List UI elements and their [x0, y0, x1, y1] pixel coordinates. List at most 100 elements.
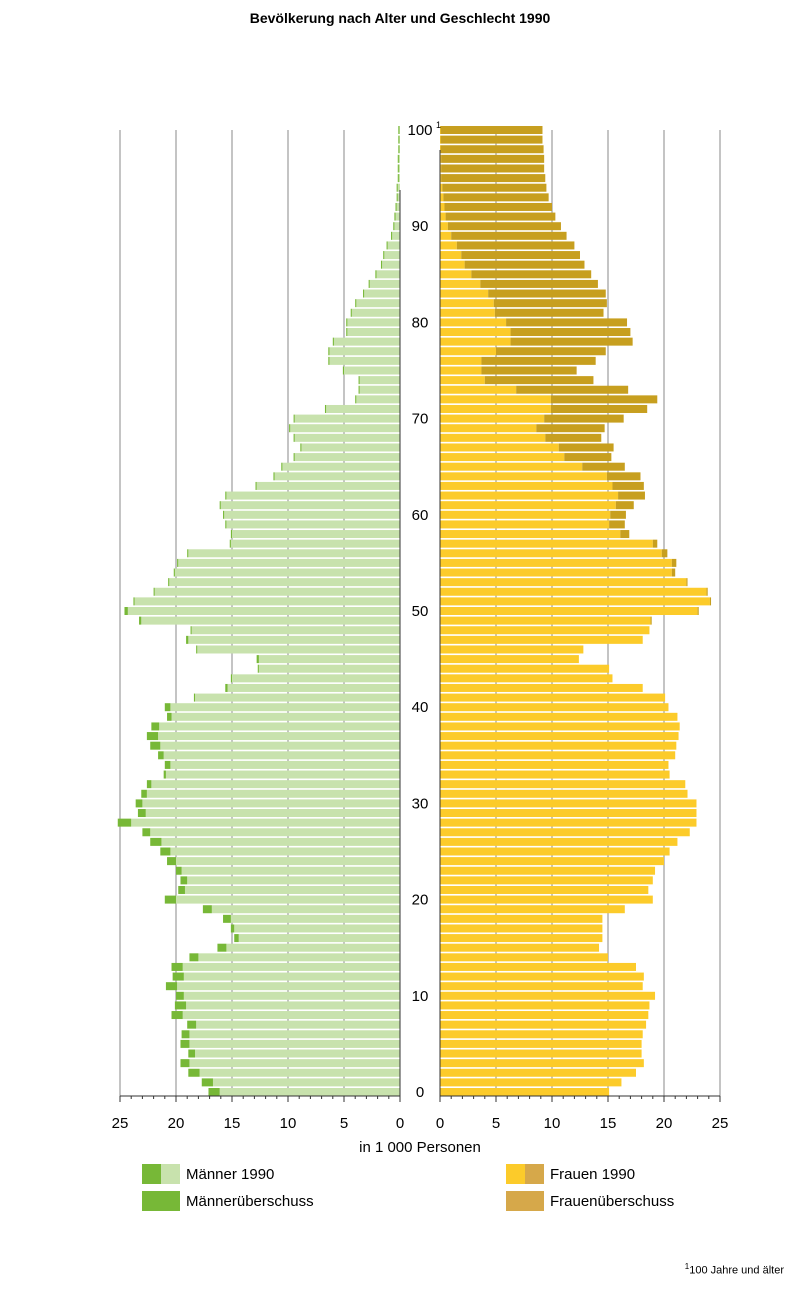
bar-maennerueberschuss-age-4 — [188, 1049, 196, 1058]
bar-maennerueberschuss-age-26 — [150, 837, 162, 846]
bar-frauen-age-30 — [440, 799, 697, 808]
bar-frauen-age-42 — [440, 683, 643, 692]
bar-maennerueberschuss-age-68 — [293, 433, 295, 442]
bar-maenner-age-69 — [290, 424, 400, 433]
legend-swatch-maenner — [142, 1164, 180, 1184]
legend-swatch-maennerueberschuss — [142, 1191, 180, 1211]
bar-maennerueberschuss-age-43 — [230, 674, 232, 683]
bar-frauenueberschuss-age-58 — [620, 530, 630, 539]
bar-frauen-age-70 — [440, 414, 545, 423]
bar-frauen-age-91 — [440, 212, 446, 221]
bar-frauen-age-20 — [440, 895, 653, 904]
bar-frauenueberschuss-age-60 — [610, 510, 626, 519]
bar-frauenueberschuss-age-99 — [440, 135, 543, 144]
age-label-40: 40 — [412, 699, 429, 716]
bar-maenner-age-23 — [181, 866, 400, 875]
bar-frauenueberschuss-age-64 — [606, 472, 641, 481]
bar-frauen-age-48 — [440, 626, 650, 635]
bar-frauen-age-2 — [440, 1068, 636, 1077]
bar-maenner-age-84 — [369, 279, 400, 288]
bar-maennerueberschuss-age-51 — [133, 597, 135, 606]
bar-maenner-age-79 — [347, 328, 400, 337]
bar-frauen-age-72 — [440, 395, 551, 404]
bar-maenner-age-6 — [189, 1030, 400, 1039]
bar-maennerueberschuss-age-38 — [151, 722, 160, 731]
bar-frauenueberschuss-age-52 — [706, 587, 708, 596]
bar-frauenueberschuss-age-77 — [496, 347, 606, 356]
bar-maenner-age-16 — [238, 934, 400, 943]
bar-frauen-age-37 — [440, 732, 679, 741]
bar-maennerueberschuss-age-17 — [230, 924, 235, 933]
bar-maenner-age-11 — [177, 982, 400, 991]
bar-maenner-age-93 — [397, 193, 400, 202]
bar-maennerueberschuss-age-7 — [187, 1020, 197, 1029]
bar-frauenueberschuss-age-54 — [671, 568, 676, 577]
legend-label-frauen: Frauen 1990 — [550, 1165, 636, 1183]
bar-maenner-age-19 — [211, 905, 400, 914]
bar-frauenueberschuss-age-49 — [650, 616, 652, 625]
x-tick-label-5: 0 — [396, 1115, 404, 1132]
bar-maennerueberschuss-age-56 — [187, 549, 189, 558]
bar-frauen-age-45 — [440, 655, 579, 664]
bar-frauen-age-9 — [440, 1001, 650, 1010]
bar-maennerueberschuss-age-52 — [153, 587, 155, 596]
bar-frauen-age-52 — [440, 587, 707, 596]
bar-frauen-age-26 — [440, 837, 678, 846]
bar-maenner-age-2 — [199, 1068, 400, 1077]
bar-frauen-age-75 — [440, 366, 482, 375]
bar-frauen-age-11 — [440, 982, 643, 991]
bar-frauen-age-54 — [440, 568, 672, 577]
bar-maenner-age-35 — [163, 751, 400, 760]
bar-maenner-age-25 — [170, 847, 400, 856]
x-tick-label-2: 15 — [224, 1115, 241, 1132]
bar-frauen-age-29 — [440, 809, 697, 818]
bar-maennerueberschuss-age-74 — [358, 376, 360, 385]
bar-maennerueberschuss-age-11 — [165, 982, 178, 991]
bar-maenner-age-20 — [176, 895, 400, 904]
bar-maenner-age-74 — [359, 376, 400, 385]
bar-maenner-age-61 — [220, 501, 400, 510]
age-label-100: 100 — [407, 122, 432, 139]
age-label-70: 70 — [412, 411, 429, 428]
chart-title: Bevölkerung nach Alter und Geschlecht 19… — [249, 10, 551, 26]
bar-frauenueberschuss-age-92 — [444, 202, 552, 211]
bar-maenner-age-44 — [258, 664, 400, 673]
legend-swatch-maenner-surplus-part — [142, 1164, 161, 1184]
bar-maenner-age-24 — [176, 857, 400, 866]
x-tick-label-0: 25 — [112, 1115, 129, 1132]
bar-frauen-age-90 — [440, 222, 448, 231]
bar-maenner-age-49 — [141, 616, 400, 625]
bar-frauen-age-24 — [440, 857, 664, 866]
bar-maennerueberschuss-age-5 — [180, 1039, 190, 1048]
bar-maennerueberschuss-age-78 — [332, 337, 334, 346]
bar-maennerueberschuss-age-64 — [273, 472, 275, 481]
bar-frauen-age-71 — [440, 404, 551, 413]
bar-maennerueberschuss-age-42 — [225, 683, 228, 692]
bar-maennerueberschuss-age-10 — [176, 991, 184, 1000]
bar-frauen-age-80 — [440, 318, 507, 327]
bar-maennerueberschuss-age-13 — [171, 962, 183, 971]
bar-maennerueberschuss-age-35 — [158, 751, 164, 760]
bar-maenner-age-59 — [226, 520, 400, 529]
bar-frauen-age-67 — [440, 443, 559, 452]
bar-frauen-age-23 — [440, 866, 656, 875]
age-label-20: 20 — [412, 892, 429, 909]
men-bars — [117, 126, 400, 1096]
bar-frauenueberschuss-age-56 — [661, 549, 668, 558]
bar-maennerueberschuss-age-91 — [394, 212, 396, 221]
bar-maennerueberschuss-age-100 — [398, 126, 400, 134]
bar-maenner-age-21 — [184, 885, 400, 894]
bar-maennerueberschuss-age-6 — [181, 1030, 190, 1039]
bar-maenner-age-52 — [154, 587, 400, 596]
bar-maennerueberschuss-age-60 — [223, 510, 225, 519]
bar-frauen-age-86 — [440, 260, 465, 269]
bar-maenner-age-72 — [356, 395, 400, 404]
age-labels: 0 10 20 30 40 50 60 70 80 90 100 1 — [407, 120, 441, 1101]
bar-maenner-age-83 — [364, 289, 400, 298]
bar-frauenueberschuss-age-73 — [516, 385, 629, 394]
bar-maenner-age-30 — [142, 799, 400, 808]
x-tick-label-9: 15 — [600, 1115, 617, 1132]
bar-frauen-age-50 — [440, 607, 698, 615]
bar-maenner-age-75 — [344, 366, 400, 375]
bar-frauen-age-49 — [440, 616, 651, 625]
